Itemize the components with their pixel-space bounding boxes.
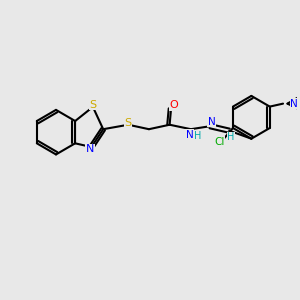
- Text: H: H: [194, 131, 201, 141]
- Text: S: S: [125, 118, 132, 128]
- Text: Cl: Cl: [214, 137, 225, 147]
- Text: N: N: [290, 99, 298, 109]
- Text: S: S: [89, 100, 96, 110]
- Text: N: N: [86, 144, 94, 154]
- Text: N: N: [208, 117, 215, 127]
- Text: H: H: [227, 132, 234, 142]
- Text: O: O: [170, 100, 178, 110]
- Text: N: N: [185, 130, 193, 140]
